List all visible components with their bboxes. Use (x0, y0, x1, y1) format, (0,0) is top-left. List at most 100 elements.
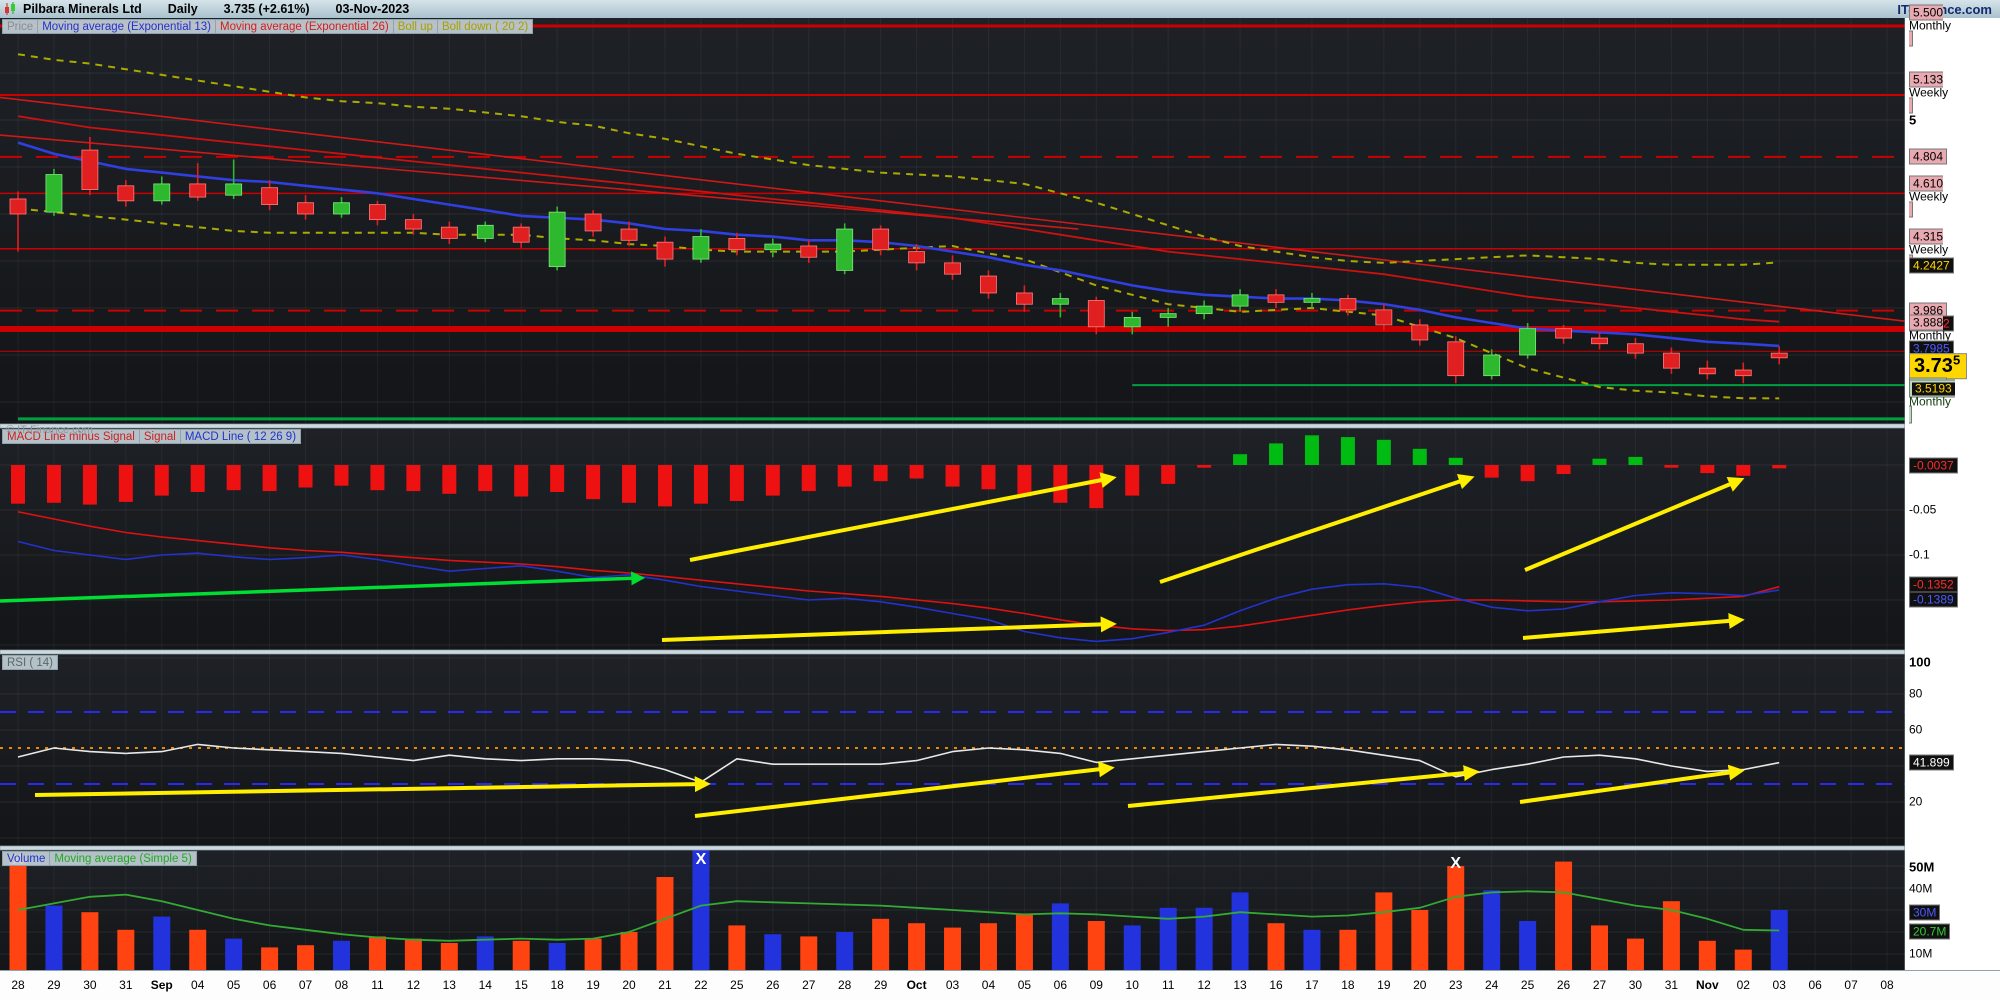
date-label: 18 (550, 978, 564, 992)
date-label: 21 (658, 978, 672, 992)
last-price-change: 3.735 (+2.61%) (223, 2, 310, 16)
title-bar: Pilbara Minerals Ltd Daily 3.735 (+2.61%… (0, 0, 2000, 19)
indicator-chip[interactable]: Moving average (Simple 5) (50, 851, 197, 866)
date-label: 07 (298, 978, 313, 992)
axis-label: 20.7M (1909, 923, 1951, 940)
axis-label: 100 (1909, 654, 1931, 670)
indicator-chip[interactable]: MACD Line ( 12 26 9) (180, 429, 302, 444)
indicator-chip[interactable]: Boll down ( 20 2) (437, 19, 534, 34)
axis-label: 10M (1909, 946, 1933, 961)
date-label: 11 (371, 978, 384, 992)
indicator-chip[interactable]: Moving average (Exponential 26) (215, 19, 394, 34)
axis-label: 50M (1909, 859, 1935, 875)
date-label: 16 (1269, 978, 1283, 992)
date-label: 09 (1089, 978, 1103, 992)
date-label: 19 (586, 978, 600, 992)
date-label: 29 (873, 978, 888, 992)
date-label: 12 (1197, 978, 1211, 992)
date-label: 08 (334, 978, 349, 992)
axis-label: -0.05 (1909, 502, 1937, 517)
axis-label: -0.1352 (1909, 576, 1958, 593)
price-indicator-chips: Price Moving average (Exponential 13) Movi… (2, 19, 534, 34)
date-label: 13 (1233, 978, 1247, 992)
axis-label: -0.1 (1909, 547, 1930, 562)
chart-canvas[interactable]: XXX (0, 18, 2000, 1000)
date-label: 04 (981, 978, 996, 992)
date-label: 25 (1520, 978, 1535, 992)
date-label: 14 (478, 978, 492, 992)
volume-indicator-chips: Volume Moving average (Simple 5) (2, 851, 197, 866)
date-label: 05 (226, 978, 241, 992)
date-label: 27 (802, 978, 816, 992)
axis-label: 60 (1909, 722, 1923, 737)
date-label: 03 (1772, 978, 1786, 992)
date-label: 08 (1880, 978, 1894, 992)
date-label: 04 (191, 978, 205, 992)
instrument-name: Pilbara Minerals Ltd (23, 2, 142, 16)
date-label: 11 (1161, 978, 1175, 992)
indicator-chip[interactable]: Volume (2, 851, 51, 866)
watermark: © IT-Finance.com (6, 424, 93, 436)
axis-label: 4.2427 (1909, 257, 1954, 274)
axis-label: 5.500 Monthly (1909, 4, 1952, 47)
date-axis[interactable]: 28 29 30 31 Sep 04 05 06 07 08 11 12 13 14 15 18 19 20 21 2… (0, 970, 2000, 1000)
date-label: 20 (1413, 978, 1427, 992)
last-date: 03-Nov-2023 (335, 2, 410, 16)
date-label: 02 (1736, 978, 1750, 992)
rsi-indicator-chips: RSI ( 14) (2, 655, 59, 670)
date-label: 31 (119, 978, 133, 992)
axis-label: 3.5193 Monthly (1909, 379, 1955, 424)
axis-label: 3.735 (1909, 352, 1968, 379)
date-label: 17 (1305, 978, 1319, 992)
timeframe-label[interactable]: Daily (167, 2, 198, 16)
candlestick-logo-icon (5, 2, 15, 15)
date-label: Oct (906, 978, 927, 992)
date-label: 30 (1628, 978, 1643, 992)
date-label: 24 (1484, 978, 1499, 992)
macd-indicator-chips: MACD Line minus Signal Signal MACD Line ( … (2, 429, 302, 444)
date-label: 26 (1556, 978, 1571, 992)
date-label: 30 (83, 978, 97, 992)
volume-x-marker: X (1450, 855, 1461, 872)
date-label: 06 (1053, 978, 1068, 992)
axis-label: 4.610 Weekly (1909, 175, 1949, 218)
date-label: 19 (1377, 978, 1391, 992)
date-label: 13 (442, 978, 456, 992)
date-label: 18 (1341, 978, 1355, 992)
indicator-chip[interactable]: RSI ( 14) (2, 655, 59, 670)
axis-label: 30M (1909, 904, 1941, 921)
axis-label: 5 (1909, 112, 1917, 128)
date-label: 27 (1592, 978, 1607, 992)
axis-label: 80 (1909, 686, 1923, 701)
axis-label: 20 (1909, 794, 1923, 809)
date-label: 05 (1017, 978, 1032, 992)
axis-label: 41.899 (1909, 754, 1954, 771)
axis-label: 3.7985 (1909, 340, 1954, 357)
date-label: 15 (514, 978, 528, 992)
indicator-chip[interactable]: MACD Line minus Signal (2, 429, 140, 444)
date-label: 06 (262, 978, 277, 992)
indicator-chip[interactable]: Boll up (393, 19, 438, 34)
date-label: 10 (1125, 978, 1139, 992)
indicator-chip[interactable]: Signal (139, 429, 181, 444)
date-label: 31 (1664, 978, 1679, 992)
axis-label: -0.0037 (1909, 457, 1958, 474)
date-label: Sep (150, 978, 173, 992)
axis-label: -0.1389 (1909, 591, 1958, 608)
date-label: Nov (1695, 978, 1719, 992)
indicator-chip[interactable]: Price (2, 19, 39, 34)
date-label: 22 (694, 978, 708, 992)
volume-x-marker: X (696, 851, 707, 868)
date-label: 26 (766, 978, 780, 992)
indicator-chip[interactable]: Moving average (Exponential 13) (38, 19, 216, 34)
date-label: 29 (47, 978, 61, 992)
date-label: 25 (730, 978, 744, 992)
date-label: 03 (945, 978, 960, 992)
date-label: 28 (11, 978, 25, 992)
axis-label: 4.804 (1909, 148, 1948, 165)
date-label: 20 (622, 978, 636, 992)
value-axis-column[interactable]: 5.500 Monthly 5.133 Weekly 5 4.804 4.610 Weekly… (1905, 4, 2000, 970)
date-label: 28 (838, 978, 852, 992)
date-label: 06 (1808, 978, 1822, 992)
